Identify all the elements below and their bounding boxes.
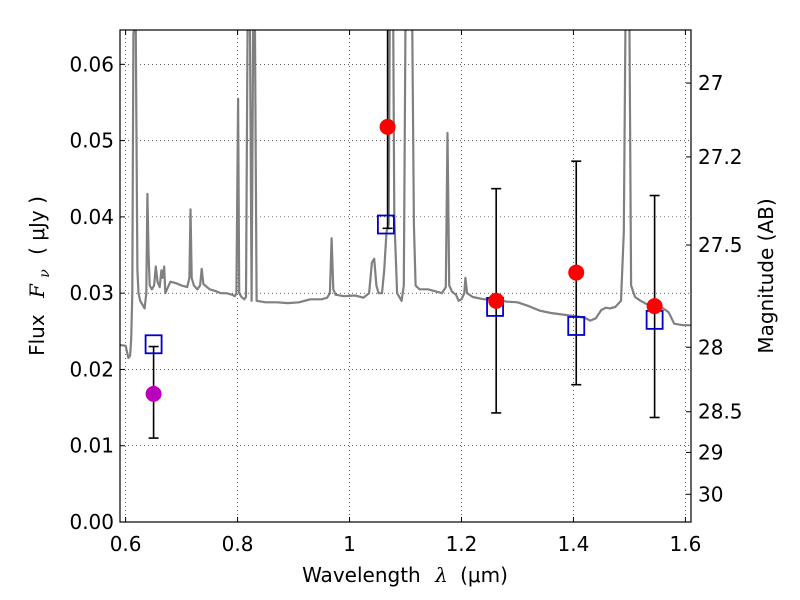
y2-tick-label: 28 — [698, 335, 723, 359]
y-tick-label: 0.06 — [69, 52, 114, 76]
observed-photometry-layer — [145, 118, 663, 402]
spectrum-layer — [120, 30, 691, 360]
ticks: 0.6 0.8 1 1.2 1.4 1.6 0.00 0.01 0.02 0.03 0.04 0.05… — [69, 30, 743, 556]
x-axis-label: Wavelength λ (μm) — [302, 563, 508, 587]
y-axis-label-subscript: ν — [37, 269, 53, 278]
x-axis-label-symbol: λ — [434, 563, 448, 587]
y-axis-label: Flux F ν ( μJy ) — [25, 196, 54, 356]
y-tick-label: 0.04 — [69, 205, 114, 229]
y-tick-label: 0.02 — [69, 357, 114, 381]
x-tick-label: 1.4 — [558, 532, 590, 556]
plot-frame — [119, 29, 692, 523]
y-tick-label: 0.05 — [69, 129, 114, 153]
x-axis-label-unit: (μm) — [460, 563, 508, 587]
y-axis-label-unit: ( μJy ) — [25, 196, 49, 255]
observed-photometry-point — [568, 264, 585, 281]
x-tick-label: 0.8 — [222, 532, 254, 556]
x-tick-label: 1.2 — [446, 532, 478, 556]
observed-photometry-point — [379, 118, 396, 135]
y2-tick-label: 29 — [698, 440, 723, 464]
x-tick-label: 1.6 — [669, 532, 701, 556]
y-axis-label-symbol: F — [25, 283, 49, 299]
y2-tick-label: 27 — [698, 71, 723, 95]
y2-tick-label: 27.2 — [698, 145, 743, 169]
x-tick-label: 0.6 — [110, 532, 142, 556]
y2-tick-label: 27.5 — [698, 233, 743, 257]
y-axis-label-text: Flux — [25, 314, 49, 356]
y-tick-label: 0.03 — [69, 281, 114, 305]
y2-axis-label: Magnitude (AB) — [754, 198, 778, 353]
x-axis-label-text: Wavelength — [302, 563, 421, 587]
observed-photometry-point — [488, 292, 505, 309]
x-tick-label: 1 — [343, 532, 356, 556]
y2-tick-label: 28.5 — [698, 400, 743, 424]
observed-photometry-point — [145, 385, 162, 402]
model-photometry-square — [377, 214, 395, 235]
y-tick-label: 0.00 — [69, 510, 114, 534]
spectrum-line — [120, 30, 691, 360]
model-photometry-square — [567, 316, 586, 336]
observed-photometry-point — [646, 298, 663, 315]
y2-tick-label: 30 — [698, 482, 723, 506]
y-tick-label: 0.01 — [69, 434, 114, 458]
model-photometry-square — [144, 334, 163, 355]
